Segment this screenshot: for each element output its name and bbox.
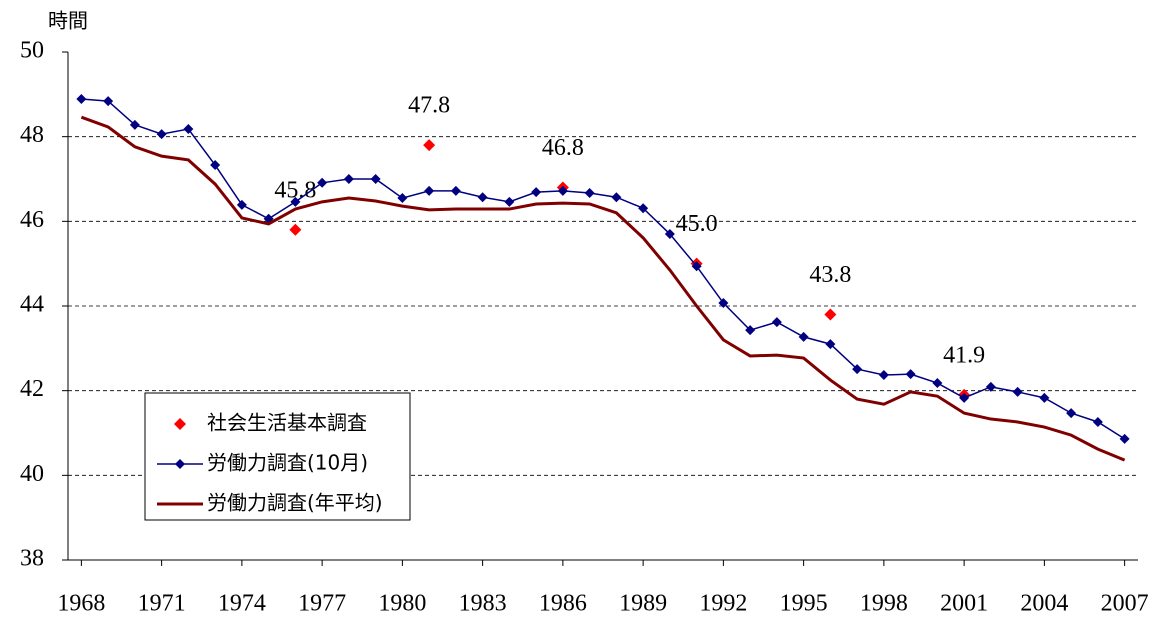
data-point	[557, 185, 568, 196]
data-point	[825, 339, 836, 350]
data-point	[210, 160, 221, 171]
data-point	[718, 298, 729, 309]
x-tick-label: 1992	[699, 591, 747, 617]
data-label: 47.8	[408, 93, 450, 119]
data-point	[638, 203, 649, 214]
x-tick-label: 1971	[138, 591, 186, 617]
y-tick-label: 46	[20, 207, 44, 233]
x-tick-label: 1989	[619, 591, 667, 617]
legend-label: 社会生活基本調査	[207, 411, 367, 435]
x-tick-label: 2007	[1101, 591, 1149, 617]
data-point	[878, 370, 889, 381]
x-tick-label: 2001	[940, 591, 988, 617]
data-point	[424, 185, 435, 196]
data-point	[423, 139, 436, 152]
y-axis-title: 時間	[48, 9, 88, 33]
data-point	[611, 192, 622, 203]
data-point	[103, 96, 114, 107]
data-point	[852, 364, 863, 375]
series-line	[80, 115, 1126, 462]
data-point	[745, 325, 756, 336]
legend-label: 労働力調査(10月)	[207, 451, 368, 475]
data-label: 43.8	[809, 262, 851, 288]
data-point	[129, 119, 140, 130]
legend-marker	[174, 418, 186, 430]
data-point	[531, 187, 542, 198]
data-label: 41.9	[943, 342, 985, 368]
legend-box	[144, 392, 411, 521]
x-tick-label: 1980	[378, 591, 426, 617]
data-point	[236, 199, 247, 210]
data-point	[985, 381, 996, 392]
data-point	[771, 317, 782, 328]
data-label: 46.8	[542, 135, 584, 161]
data-point	[691, 261, 702, 272]
y-tick-label: 50	[20, 38, 44, 64]
legend-marker	[175, 459, 185, 469]
data-point	[1066, 408, 1077, 419]
data-point	[959, 392, 970, 403]
data-point	[450, 185, 461, 196]
x-tick-label: 1998	[860, 591, 908, 617]
data-point	[1119, 433, 1130, 444]
legend-label: 労働力調査(年平均)	[207, 491, 383, 515]
data-point	[664, 229, 675, 240]
data-point	[183, 124, 194, 135]
data-label: 45.0	[676, 211, 718, 237]
series-line	[81, 98, 1126, 440]
data-point	[370, 174, 381, 184]
data-point	[932, 378, 943, 389]
x-tick-label: 1968	[57, 591, 105, 617]
data-point	[1012, 386, 1023, 397]
data-point	[1039, 392, 1050, 403]
data-point	[584, 187, 595, 198]
x-tick-label: 1986	[539, 591, 587, 617]
x-tick-label: 2004	[1020, 591, 1068, 617]
y-tick-label: 40	[20, 461, 44, 487]
data-point	[905, 369, 916, 380]
x-tick-label: 1995	[780, 591, 828, 617]
y-tick-label: 42	[20, 376, 44, 402]
data-point	[76, 93, 87, 104]
x-tick-label: 1983	[459, 591, 507, 617]
data-point	[156, 129, 167, 140]
data-point	[1092, 416, 1103, 427]
x-tick-label: 1977	[298, 591, 346, 617]
data-point	[397, 193, 408, 204]
y-tick-label: 48	[20, 122, 44, 148]
data-point	[477, 192, 488, 203]
data-point	[504, 196, 515, 207]
data-point	[343, 174, 354, 184]
y-tick-label: 44	[20, 292, 44, 318]
x-tick-label: 1974	[218, 591, 266, 617]
data-point	[317, 177, 328, 188]
y-tick-label: 38	[20, 546, 44, 572]
data-point	[798, 331, 809, 342]
data-point	[289, 223, 302, 236]
data-point	[290, 196, 301, 207]
data-point	[824, 308, 837, 321]
